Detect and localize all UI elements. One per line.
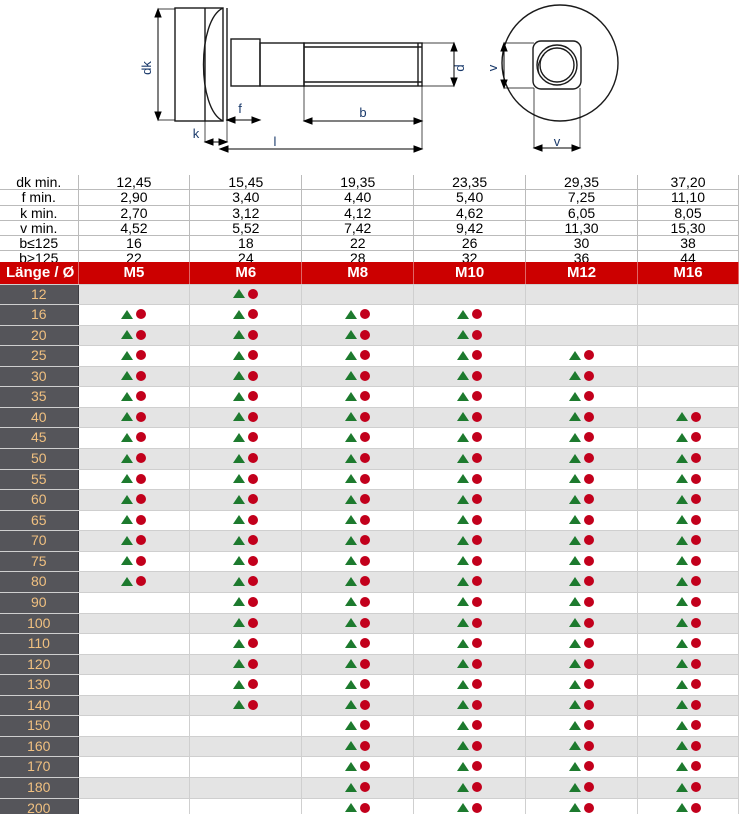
svg-text:f: f xyxy=(238,101,242,116)
svg-text:d: d xyxy=(452,64,467,71)
svg-text:v: v xyxy=(554,134,561,149)
svg-text:v: v xyxy=(485,64,500,71)
svg-text:dk: dk xyxy=(139,61,154,75)
svg-text:k: k xyxy=(193,126,200,141)
svg-text:b: b xyxy=(359,105,366,120)
svg-text:l: l xyxy=(274,134,277,149)
